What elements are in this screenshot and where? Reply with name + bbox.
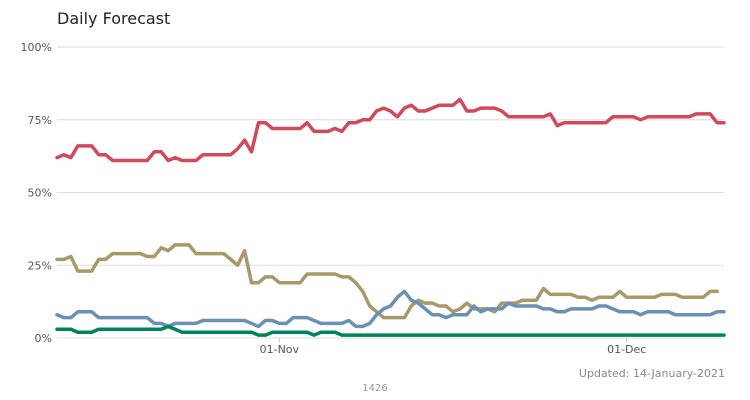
y-tick-label: 50% [28,187,52,200]
series-line-red [55,97,726,163]
updated-timestamp: Updated: 14-January-2021 [578,367,725,380]
footer-id: 1426 [362,383,388,394]
y-tick-label: 100% [21,41,52,54]
grid-lines [57,46,724,339]
y-tick-label: 25% [28,259,52,272]
x-tick-label: 01-Nov [260,343,300,356]
series-line-green [55,324,726,337]
series-lines [55,97,726,337]
x-tick-label: 01-Dec [607,343,646,356]
series-line-tan [55,243,719,320]
chart-title: Daily Forecast [57,9,171,28]
y-tick-label: 75% [28,114,52,127]
y-tick-label: 0% [35,332,52,345]
y-axis-tick-labels: 0% 25% 50% 75% 100% [21,41,52,345]
